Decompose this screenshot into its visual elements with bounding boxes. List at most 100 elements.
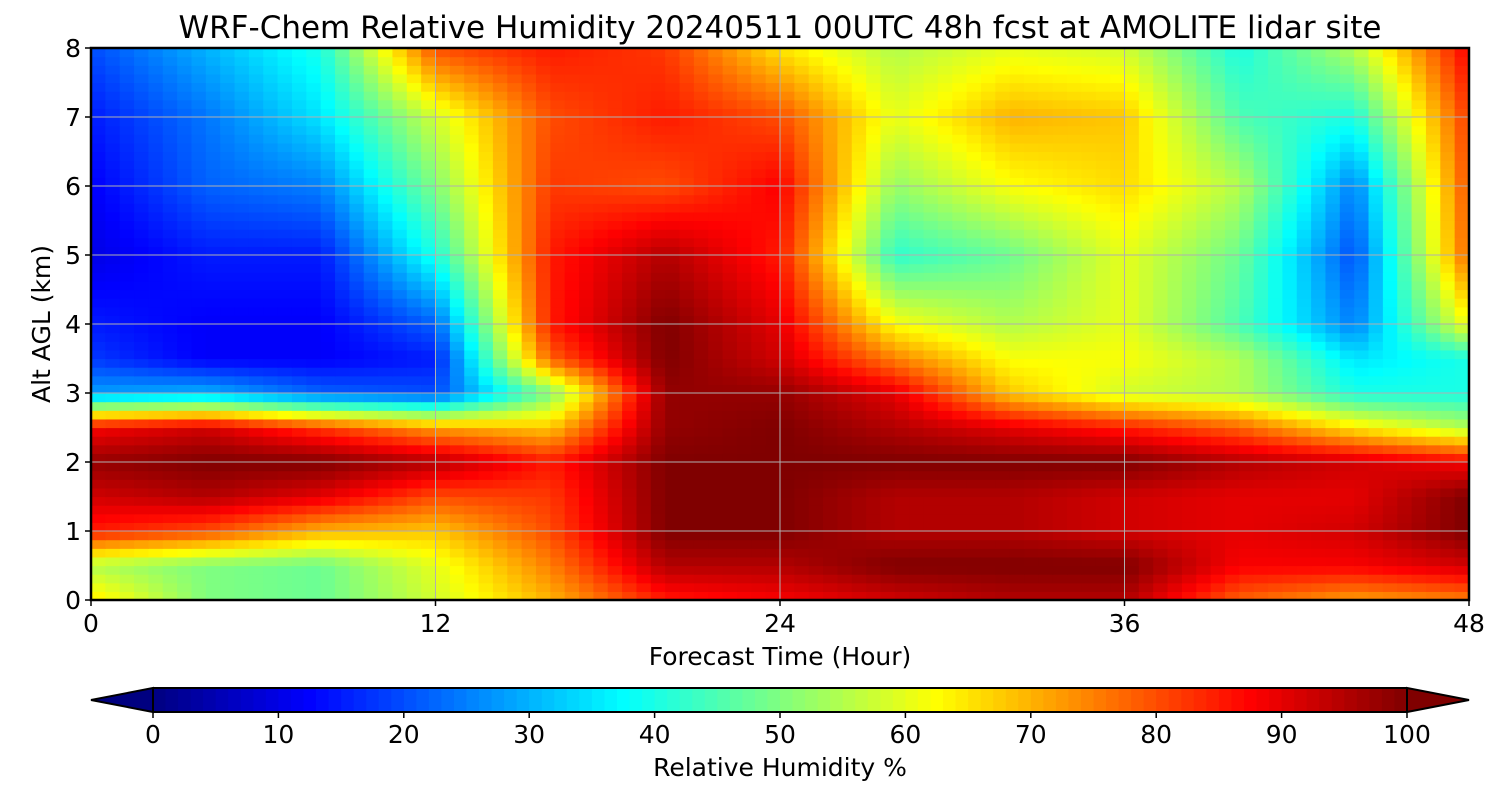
heatmap-cell <box>794 237 810 247</box>
heatmap-cell <box>449 496 465 506</box>
heatmap-cell <box>263 418 279 429</box>
heatmap-cell <box>177 418 193 429</box>
heatmap-cell <box>1153 574 1169 584</box>
heatmap-cell <box>622 393 638 403</box>
heatmap-cell <box>1024 556 1039 567</box>
heatmap-cell <box>335 393 350 403</box>
heatmap-cell <box>1454 505 1469 515</box>
heatmap-cell <box>1009 324 1025 334</box>
heatmap-cell <box>449 272 465 282</box>
heatmap-cell <box>622 289 638 299</box>
heatmap-cell <box>392 487 408 498</box>
heatmap-cell <box>148 298 164 308</box>
heatmap-cell <box>1268 384 1283 394</box>
heatmap-cell <box>421 341 437 351</box>
heatmap-cell <box>335 160 350 170</box>
heatmap-cell <box>650 220 666 230</box>
heatmap-cell <box>1425 220 1441 230</box>
heatmap-cell <box>808 332 824 342</box>
heatmap-cell <box>535 427 551 437</box>
heatmap-cell <box>349 565 365 575</box>
heatmap-cell <box>464 384 480 394</box>
heatmap-cell <box>937 574 953 584</box>
heatmap-cell <box>191 462 207 472</box>
heatmap-cell <box>679 315 695 325</box>
heatmap-cell <box>1454 194 1469 204</box>
heatmap-cell <box>1167 280 1183 291</box>
heatmap-cell <box>464 565 480 575</box>
heatmap-cell <box>1210 556 1226 567</box>
heatmap-cell <box>736 548 752 558</box>
heatmap-cell <box>1425 237 1441 247</box>
heatmap-cell <box>751 513 767 523</box>
heatmap-cell <box>335 574 350 584</box>
heatmap-cell <box>794 324 810 334</box>
heatmap-cell <box>1382 393 1398 403</box>
heatmap-cell <box>1296 444 1312 454</box>
heatmap-cell <box>1397 211 1413 222</box>
heatmap-cell <box>1167 453 1183 463</box>
heatmap-cell <box>1038 556 1054 567</box>
heatmap-cell <box>335 565 350 575</box>
heatmap-cell <box>607 324 623 334</box>
heatmap-cell <box>148 237 164 247</box>
heatmap-cell <box>1311 582 1327 592</box>
heatmap-cell <box>435 160 451 170</box>
heatmap-cell <box>263 263 279 273</box>
heatmap-cell <box>1038 341 1054 351</box>
heatmap-cell <box>894 427 910 437</box>
heatmap-cell <box>464 462 480 472</box>
heatmap-cell <box>1440 453 1456 463</box>
heatmap-cell <box>1153 591 1169 600</box>
heatmap-cell <box>1124 582 1140 592</box>
heatmap-cell <box>478 315 494 325</box>
heatmap-cell <box>894 556 910 567</box>
heatmap-cell <box>1339 255 1355 265</box>
heatmap-cell <box>349 280 365 291</box>
heatmap-cell <box>1224 177 1240 187</box>
heatmap-cell <box>1124 358 1140 368</box>
heatmap-cell <box>780 220 795 230</box>
heatmap-cell <box>1368 401 1384 411</box>
heatmap-cell <box>1239 453 1255 463</box>
heatmap-cell <box>291 229 307 239</box>
heatmap-cell <box>1311 349 1327 360</box>
heatmap-cell <box>507 186 523 196</box>
heatmap-cell <box>980 160 996 170</box>
heatmap-cell <box>894 358 910 368</box>
heatmap-cell <box>306 186 322 196</box>
heatmap-cell <box>1224 203 1240 213</box>
heatmap-cell <box>579 151 594 161</box>
heatmap-cell <box>1138 229 1154 239</box>
heatmap-cell <box>1339 272 1355 282</box>
heatmap-cell <box>722 246 738 256</box>
heatmap-cell <box>234 194 250 204</box>
heatmap-cell <box>263 548 279 558</box>
heatmap-cell <box>665 462 681 472</box>
heatmap-cell <box>105 479 121 489</box>
heatmap-cell <box>1296 375 1312 385</box>
heatmap-cell <box>851 367 867 377</box>
heatmap-cell <box>780 479 795 489</box>
heatmap-cell <box>349 582 365 592</box>
heatmap-cell <box>851 160 867 170</box>
heatmap-cell <box>751 194 767 204</box>
heatmap-cell <box>1052 306 1068 316</box>
heatmap-cell <box>607 220 623 230</box>
heatmap-cell <box>1009 479 1025 489</box>
heatmap-cell <box>1210 349 1226 360</box>
heatmap-cell <box>1095 358 1111 368</box>
heatmap-cell <box>1268 565 1283 575</box>
heatmap-cell <box>980 582 996 592</box>
heatmap-cell <box>636 272 652 282</box>
heatmap-cell <box>1253 375 1269 385</box>
heatmap-cell <box>1382 470 1398 480</box>
heatmap-cell <box>880 539 896 549</box>
heatmap-cell <box>722 341 738 351</box>
heatmap-cell <box>263 487 279 498</box>
heatmap-cell <box>923 539 939 549</box>
heatmap-cell <box>880 531 896 541</box>
heatmap-cell <box>780 393 795 403</box>
heatmap-cell <box>665 582 681 592</box>
heatmap-cell <box>1325 186 1341 196</box>
